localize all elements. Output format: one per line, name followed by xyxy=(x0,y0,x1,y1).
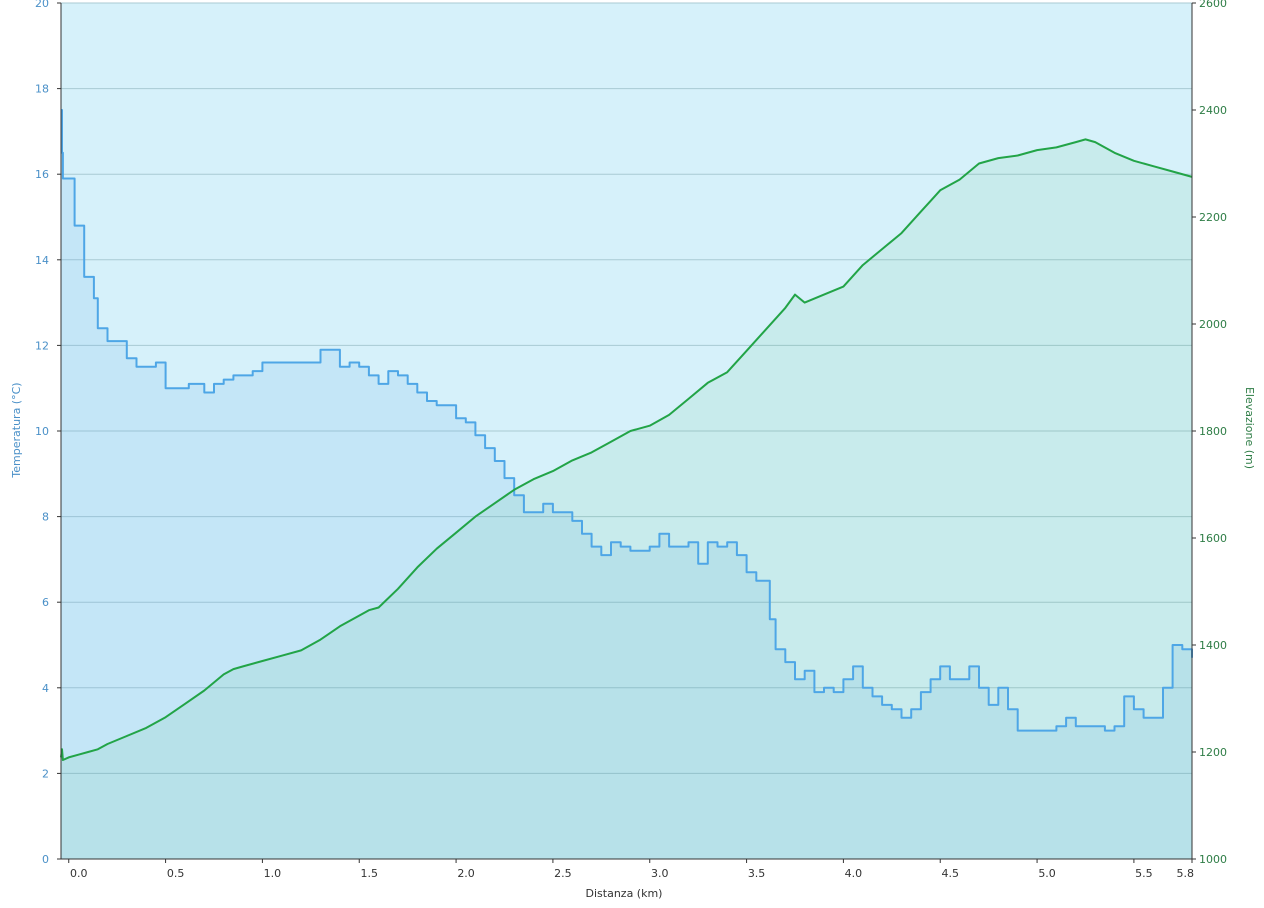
x-tick-label-1: 0.5 xyxy=(167,867,185,880)
gridlines xyxy=(61,2,1192,860)
left-tick-label-3: 6 xyxy=(42,596,49,609)
x-tick-label-4: 2.0 xyxy=(457,867,475,880)
x-tick-label-11: 5.5 xyxy=(1135,867,1153,880)
series-area-left xyxy=(61,110,1192,859)
right-tick-label-2: 1400 xyxy=(1199,639,1227,652)
right-tick-label-0: 1000 xyxy=(1199,853,1227,866)
x-tick-label-8: 4.0 xyxy=(845,867,863,880)
right-tick-label-3: 1600 xyxy=(1199,532,1227,545)
right-tick-label-7: 2400 xyxy=(1199,104,1227,117)
right-axis-ticks: 1000 1200 1400 1600 1800 2000 2200 2400 2600 xyxy=(1192,0,1227,866)
x-axis-ticks: 0.0 0.5 1.0 1.5 2.0 2.5 3.0 3.5 4.0 4.5 5.0 5.5 5.8 xyxy=(68,859,1195,880)
right-tick-label-4: 1800 xyxy=(1199,425,1227,438)
left-tick-label-5: 10 xyxy=(35,425,49,438)
left-tick-label-0: 0 xyxy=(42,853,49,866)
left-tick-label-2: 4 xyxy=(42,682,49,695)
right-tick-label-8: 2600 xyxy=(1199,0,1227,10)
right-tick-label-6: 2200 xyxy=(1199,211,1227,224)
left-tick-label-4: 8 xyxy=(42,511,49,524)
left-tick-label-8: 16 xyxy=(35,168,49,181)
x-tick-label-12: 5.8 xyxy=(1177,867,1195,880)
left-tick-label-6: 12 xyxy=(35,339,49,352)
x-axis-title: Distanza (km) xyxy=(586,887,663,900)
x-tick-label-6: 3.0 xyxy=(651,867,669,880)
left-axis-title: Temperatura (°C) xyxy=(10,382,23,478)
left-tick-label-1: 2 xyxy=(42,767,49,780)
x-tick-label-0: 0.0 xyxy=(70,867,88,880)
left-tick-label-9: 18 xyxy=(35,83,49,96)
right-tick-label-5: 2000 xyxy=(1199,318,1227,331)
right-tick-label-1: 1200 xyxy=(1199,746,1227,759)
left-tick-label-7: 14 xyxy=(35,254,49,267)
series-areas xyxy=(61,110,1192,859)
x-tick-label-7: 3.5 xyxy=(748,867,766,880)
right-axis-title: Elevazione (m) xyxy=(1243,387,1256,469)
x-tick-label-10: 5.0 xyxy=(1038,867,1056,880)
series-line-right xyxy=(60,138,1193,761)
left-tick-label-10: 20 xyxy=(35,0,49,10)
x-tick-label-9: 4.5 xyxy=(941,867,959,880)
series-lines xyxy=(60,109,1193,761)
x-tick-label-3: 1.5 xyxy=(360,867,378,880)
series-area-right xyxy=(61,139,1192,859)
series-line-left xyxy=(61,109,1193,732)
plot-area xyxy=(60,2,1193,860)
left-axis-ticks: 0 2 4 6 8 10 12 14 16 18 20 xyxy=(35,0,61,866)
x-tick-label-2: 1.0 xyxy=(264,867,282,880)
x-tick-label-5: 2.5 xyxy=(554,867,572,880)
